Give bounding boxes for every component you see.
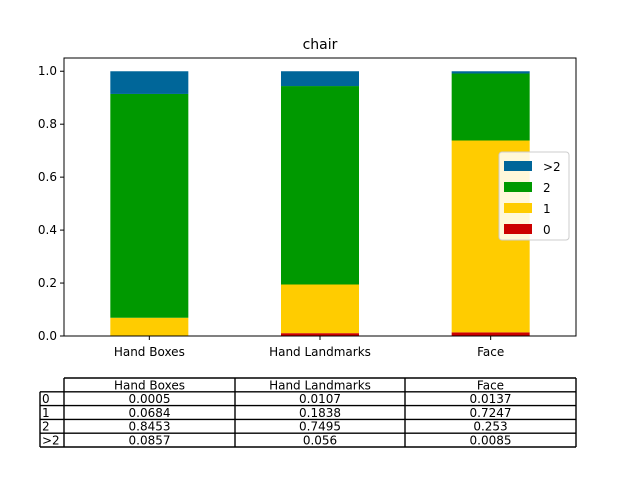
table-cell: 0.7247 [470,406,512,420]
legend-swatch [504,224,532,234]
legend-label: 2 [543,181,551,195]
table-col-header: Hand Landmarks [269,378,371,392]
x-tick-label: Hand Landmarks [269,345,371,359]
y-tick-label: 0.8 [38,117,57,131]
legend-label: 1 [543,202,551,216]
table-row-label: 2 [42,420,50,434]
table-cell: 0.0137 [470,392,512,406]
bar-hand-boxes-series-3 [110,71,189,94]
table-cell: 0.253 [473,420,507,434]
bar-face-series-2 [451,73,530,141]
table-col-header: Hand Boxes [114,378,185,392]
table-row-label: 1 [42,406,50,420]
table-cell: 0.1838 [299,406,341,420]
y-tick-label: 0.0 [38,329,57,343]
y-tick-label: 0.4 [38,223,57,237]
legend-label: 0 [543,223,551,237]
bar-hand-boxes-series-1 [110,317,189,336]
legend-swatch [504,161,532,171]
bar-hand-landmarks-series-0 [281,333,359,336]
bar-face-series-3 [451,71,530,74]
axes-group: 0.0 0.2 0.4 0.6 0.8 1.0 Hand Boxes Hand Landmar… [38,57,577,359]
table-cell: 0.0684 [129,406,171,420]
bar-hand-landmarks-series-3 [281,71,359,87]
table-cell: 0.8453 [129,420,171,434]
data-table: Hand Boxes Hand Landmarks Face 0 0.0005 0.010… [39,377,577,448]
legend-box [498,151,570,241]
table-cell: 0.0085 [470,434,512,448]
legend-label: >2 [543,160,561,174]
bar-hand-boxes-series-2 [110,93,189,318]
bars-group [110,71,530,336]
x-tick-label: Face [477,345,504,359]
legend: >2 2 1 0 [498,151,570,241]
table-cell: 0.0005 [129,392,171,406]
table-cell: 0.7495 [299,420,341,434]
table-row-label: 0 [42,392,50,406]
table-cell: 0.056 [303,434,337,448]
table-col-header: Face [477,378,504,392]
x-tick-label: Hand Boxes [114,345,185,359]
legend-swatch [504,182,532,192]
legend-swatch [504,203,532,213]
chart-title: chair [303,37,338,53]
y-tick-label: 1.0 [38,64,57,78]
bar-hand-landmarks-series-1 [281,284,359,334]
y-tick-label: 0.2 [38,276,57,290]
table-row-label: >2 [42,434,60,448]
bar-face-series-0 [451,332,530,336]
y-tick-label: 0.6 [38,170,57,184]
table-cell: 0.0107 [299,392,341,406]
bar-hand-landmarks-series-2 [281,86,359,285]
table-cell: 0.0857 [129,434,171,448]
